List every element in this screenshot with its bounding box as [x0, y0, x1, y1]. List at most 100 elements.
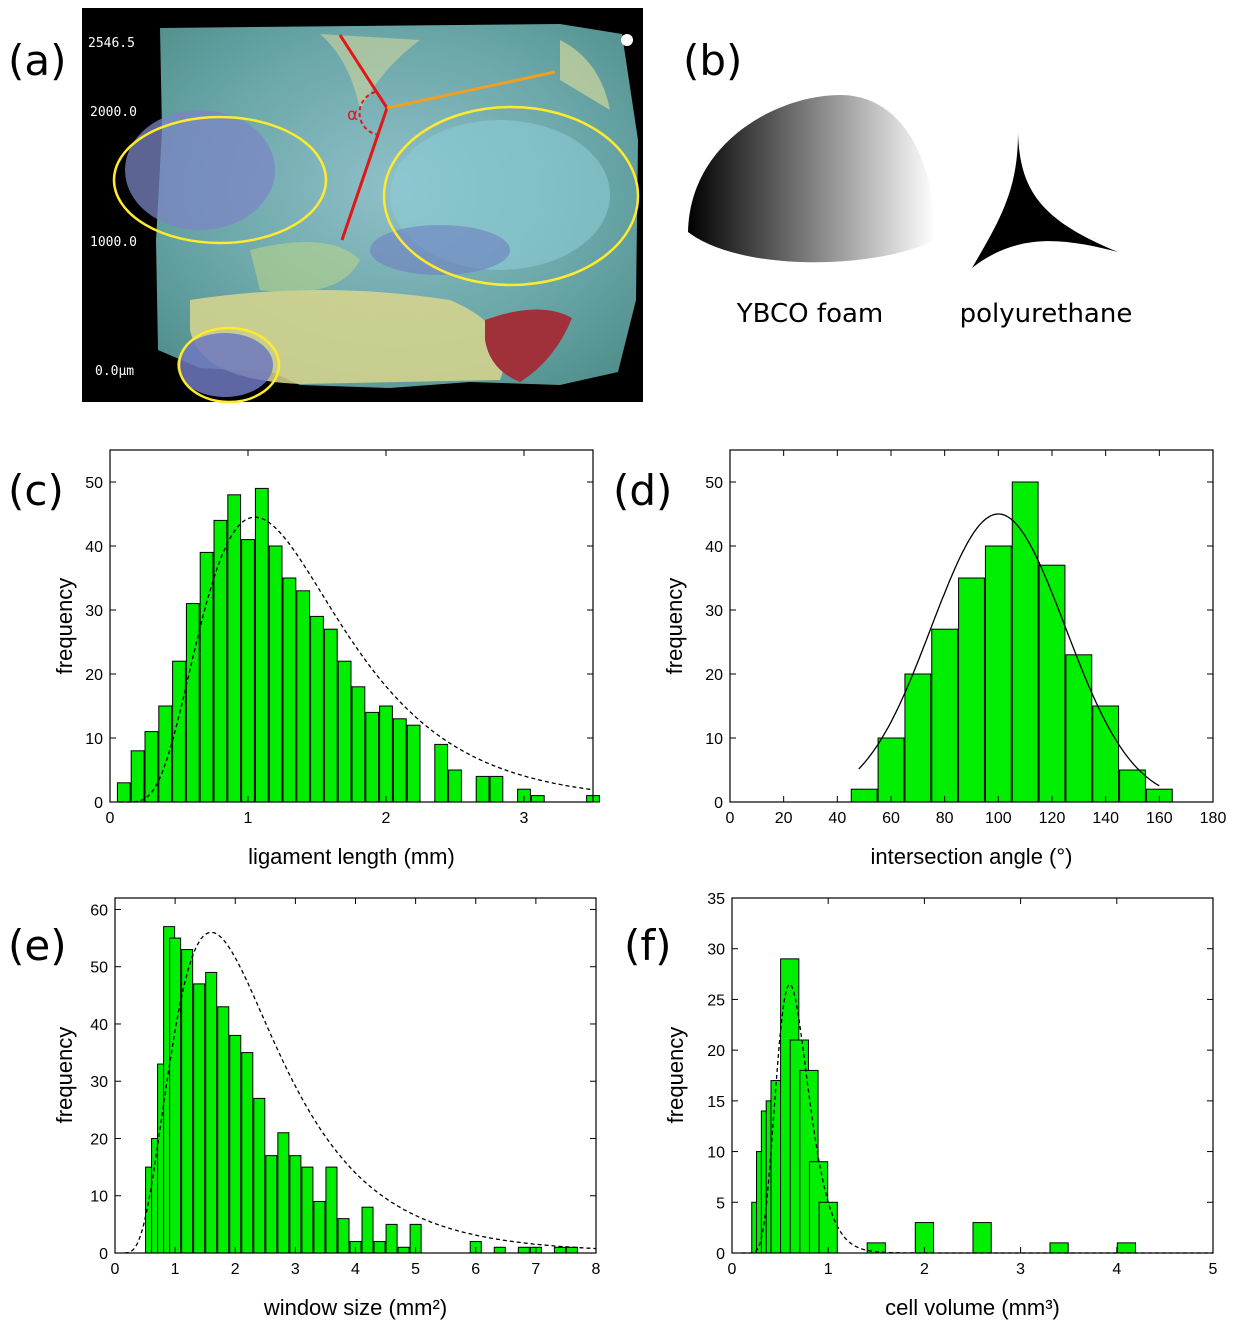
histogram-bar — [241, 539, 255, 803]
histogram-bar — [268, 545, 283, 803]
highlight-ellipse — [177, 326, 281, 404]
x-tick-label: 40 — [828, 810, 846, 827]
histogram-bar — [213, 519, 228, 803]
histogram-bar — [337, 1218, 350, 1254]
y-tick-label: 30 — [85, 603, 103, 620]
y-tick-label: 0 — [94, 795, 103, 812]
histogram-bar — [379, 705, 393, 803]
x-tick-label: 100 — [985, 810, 1012, 827]
histogram-bar — [254, 487, 269, 803]
microscope-image: 2546.5 2000.0 1000.0 0.0μm α — [82, 8, 643, 404]
x-axis-label: window size (mm²) — [263, 1295, 447, 1320]
panel-a-label: (a) — [8, 36, 67, 85]
polyurethane-caption: polyurethane — [960, 299, 1133, 329]
histogram-bar — [351, 686, 366, 803]
histogram-bar — [361, 1206, 374, 1254]
chart-f: (f) 0 1 2 3 4 5 0 5 10 15 20 25 30 35 cell volume (mm³)… — [624, 891, 1218, 1320]
histogram-bar — [958, 577, 985, 803]
histogram-bar — [282, 577, 297, 803]
histogram-bar — [984, 545, 1012, 803]
x-axis-label: intersection angle (°) — [870, 844, 1072, 869]
histogram-bar — [217, 1006, 230, 1254]
histogram-bar — [265, 1155, 278, 1254]
y-tick-label: 30 — [90, 1074, 108, 1091]
histogram-bar — [565, 1246, 578, 1254]
x-axis-label: ligament length (mm) — [248, 844, 455, 869]
histogram-bar — [972, 1222, 992, 1254]
histogram-bar — [553, 1246, 566, 1254]
histogram-bar — [1119, 769, 1146, 803]
x-tick-label: 6 — [471, 1261, 480, 1278]
y-tick-label: 10 — [85, 731, 103, 748]
histogram-bar — [904, 673, 932, 803]
y-tick-label: 35 — [707, 891, 725, 908]
y-axis-label: frequency — [52, 1027, 77, 1124]
scale-tick: 2546.5 — [88, 36, 135, 51]
histogram-bar — [1116, 1242, 1137, 1254]
y-tick-label: 20 — [707, 1043, 725, 1060]
y-tick-label: 30 — [705, 603, 723, 620]
y-tick-label: 0 — [99, 1246, 108, 1263]
panel-label: (e) — [8, 921, 67, 970]
histogram-bar — [227, 494, 242, 803]
plot-frame — [729, 449, 1214, 803]
x-tick-label: 0 — [726, 810, 735, 827]
histogram-bar — [323, 628, 338, 803]
x-tick-label: 2 — [231, 1261, 240, 1278]
panel-b: (b) YBCO foam polyurethane — [683, 36, 1132, 329]
histogram-bar — [365, 711, 380, 803]
y-tick-label: 50 — [85, 475, 103, 492]
y-tick-label: 5 — [716, 1195, 725, 1212]
histogram-bar — [475, 775, 490, 803]
histogram-bar — [241, 1052, 254, 1254]
histogram-bar — [385, 1223, 398, 1254]
y-axis-label: frequency — [662, 578, 687, 675]
x-tick-label: 5 — [1209, 1261, 1218, 1278]
y-axis-label: frequency — [52, 578, 77, 675]
histogram-bar — [193, 983, 206, 1254]
x-tick-label: 0 — [106, 810, 115, 827]
x-tick-label: 80 — [936, 810, 954, 827]
fit-curve — [119, 516, 594, 803]
histogram-bar — [310, 615, 324, 803]
histogram-bar — [877, 737, 905, 803]
x-tick-label: 0 — [728, 1261, 737, 1278]
histogram-bar — [325, 1166, 338, 1254]
x-tick-label: 1 — [824, 1261, 833, 1278]
highlight-ellipse — [382, 105, 640, 287]
y-tick-label: 20 — [705, 667, 723, 684]
histogram-bar — [1038, 564, 1066, 803]
x-tick-label: 140 — [1092, 810, 1119, 827]
histogram-bar — [296, 590, 311, 803]
histogram-bar — [116, 782, 131, 803]
ybco-cross-section-shape — [688, 95, 936, 263]
histogram-bar — [434, 743, 449, 803]
panel-b-label: (b) — [683, 36, 742, 85]
histogram-bar — [489, 775, 504, 803]
x-tick-label: 3 — [1016, 1261, 1025, 1278]
x-tick-label: 120 — [1039, 810, 1066, 827]
x-tick-label: 3 — [291, 1261, 300, 1278]
ligament-line-orange — [386, 70, 556, 110]
histogram-bar — [337, 660, 352, 803]
y-tick-label: 50 — [705, 475, 723, 492]
histogram-bar — [493, 1246, 506, 1254]
histogram-bar — [1011, 481, 1039, 803]
y-tick-label: 0 — [716, 1246, 725, 1263]
x-tick-label: 8 — [592, 1261, 601, 1278]
angle-arc — [358, 91, 383, 137]
plot-frame — [731, 897, 1214, 1254]
x-tick-label: 1 — [244, 810, 253, 827]
ybco-caption: YBCO foam — [736, 299, 883, 329]
y-tick-label: 40 — [90, 1017, 108, 1034]
histogram-bar — [199, 551, 214, 803]
histogram-bar — [158, 705, 173, 803]
x-axis-label: cell volume (mm³) — [885, 1295, 1060, 1320]
highlight-ellipse — [112, 115, 328, 245]
histogram-bar — [530, 795, 545, 803]
histogram-bar — [373, 1241, 386, 1254]
x-tick-label: 180 — [1200, 810, 1227, 827]
plot-frame — [109, 449, 594, 803]
